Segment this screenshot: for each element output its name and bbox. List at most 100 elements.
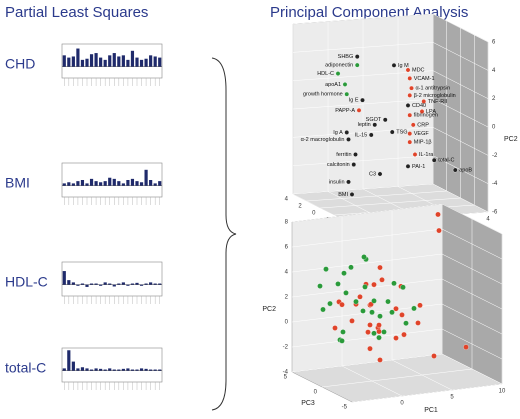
point bbox=[431, 157, 437, 163]
bar bbox=[139, 368, 144, 371]
y-tick-label: -2 bbox=[283, 345, 289, 351]
point bbox=[367, 322, 373, 328]
bar bbox=[99, 284, 103, 286]
point bbox=[400, 284, 406, 290]
bar bbox=[158, 181, 162, 186]
point-label: β-2 microglobulin bbox=[414, 93, 456, 99]
brace bbox=[211, 57, 237, 411]
point-label: TSG bbox=[396, 129, 407, 135]
point bbox=[412, 152, 418, 157]
bar bbox=[158, 369, 162, 371]
bar bbox=[80, 283, 85, 285]
point bbox=[360, 308, 366, 314]
bar bbox=[130, 369, 135, 371]
bar bbox=[67, 182, 71, 186]
bar bbox=[121, 183, 125, 186]
y-tick-label: 4 bbox=[285, 270, 289, 276]
point-label: CD40 bbox=[412, 103, 426, 109]
point-label: adiponectin bbox=[325, 63, 353, 69]
point-label: VEGF bbox=[414, 131, 430, 137]
x-axis-label: PC1 bbox=[424, 407, 438, 414]
bar bbox=[135, 282, 139, 285]
point bbox=[435, 211, 441, 218]
point bbox=[360, 97, 365, 103]
y-tick-label: 2 bbox=[492, 96, 496, 102]
point bbox=[344, 130, 350, 135]
bar bbox=[62, 183, 66, 186]
point bbox=[357, 294, 363, 300]
bar bbox=[117, 181, 121, 186]
point bbox=[353, 298, 359, 305]
panel-label: BMI bbox=[5, 175, 30, 191]
bar bbox=[121, 368, 125, 371]
bar bbox=[153, 56, 157, 67]
point bbox=[407, 131, 413, 137]
point bbox=[391, 280, 397, 287]
bar bbox=[149, 369, 153, 371]
point bbox=[320, 306, 326, 313]
bar bbox=[149, 180, 153, 186]
point bbox=[376, 322, 382, 328]
bar bbox=[103, 181, 107, 186]
y-tick-label: 0 bbox=[492, 125, 496, 131]
point bbox=[377, 357, 383, 363]
point bbox=[365, 329, 371, 335]
bar bbox=[76, 181, 80, 186]
bar bbox=[126, 180, 130, 186]
bar bbox=[76, 284, 80, 286]
x-tick-label: 5 bbox=[450, 395, 454, 401]
panel-label: HDL-C bbox=[5, 274, 48, 290]
bar bbox=[144, 368, 148, 371]
point bbox=[341, 270, 347, 276]
z-tick-label: 5 bbox=[284, 375, 288, 381]
point bbox=[339, 301, 345, 308]
left-title: Partial Least Squares bbox=[5, 4, 148, 21]
y-axis-label: PC2 bbox=[262, 306, 276, 313]
bar bbox=[112, 53, 116, 67]
point-label: α-2 macroglobulin bbox=[301, 137, 345, 143]
grid-line bbox=[351, 234, 503, 403]
bar bbox=[144, 283, 148, 285]
point-label: apoB bbox=[459, 167, 472, 173]
point bbox=[377, 313, 383, 319]
bar bbox=[117, 369, 121, 371]
point-label: MIP-1β bbox=[414, 140, 432, 146]
point bbox=[376, 334, 382, 341]
bar bbox=[94, 368, 98, 371]
point-label: ferritin bbox=[336, 152, 351, 158]
point bbox=[409, 85, 414, 91]
bar bbox=[135, 57, 139, 67]
bar bbox=[117, 283, 121, 285]
point bbox=[405, 103, 411, 108]
bar bbox=[130, 283, 135, 285]
y-tick-label: 4 bbox=[492, 68, 496, 74]
point bbox=[356, 107, 362, 113]
bar bbox=[62, 368, 66, 371]
y-axis-label: PC2 bbox=[504, 136, 518, 143]
point bbox=[368, 132, 374, 138]
bar bbox=[153, 183, 157, 186]
bar bbox=[80, 180, 85, 186]
y-tick-label: -6 bbox=[492, 210, 498, 216]
bar bbox=[108, 55, 112, 67]
point bbox=[327, 300, 333, 307]
point bbox=[342, 82, 348, 87]
bar bbox=[158, 283, 162, 285]
point bbox=[379, 277, 385, 283]
bar bbox=[71, 282, 75, 285]
point-label: growth hormone bbox=[303, 92, 343, 98]
point bbox=[371, 330, 377, 337]
bar bbox=[117, 56, 121, 67]
point-label: fibrinogen bbox=[414, 113, 438, 119]
point bbox=[399, 312, 405, 318]
point bbox=[385, 298, 391, 305]
point-label: BMI bbox=[338, 192, 348, 198]
point bbox=[401, 331, 407, 338]
bar bbox=[126, 59, 130, 67]
point-label: PAPP-A bbox=[335, 108, 355, 114]
bar bbox=[85, 58, 89, 67]
bar bbox=[149, 282, 153, 285]
point bbox=[393, 335, 399, 341]
bar bbox=[89, 283, 94, 285]
